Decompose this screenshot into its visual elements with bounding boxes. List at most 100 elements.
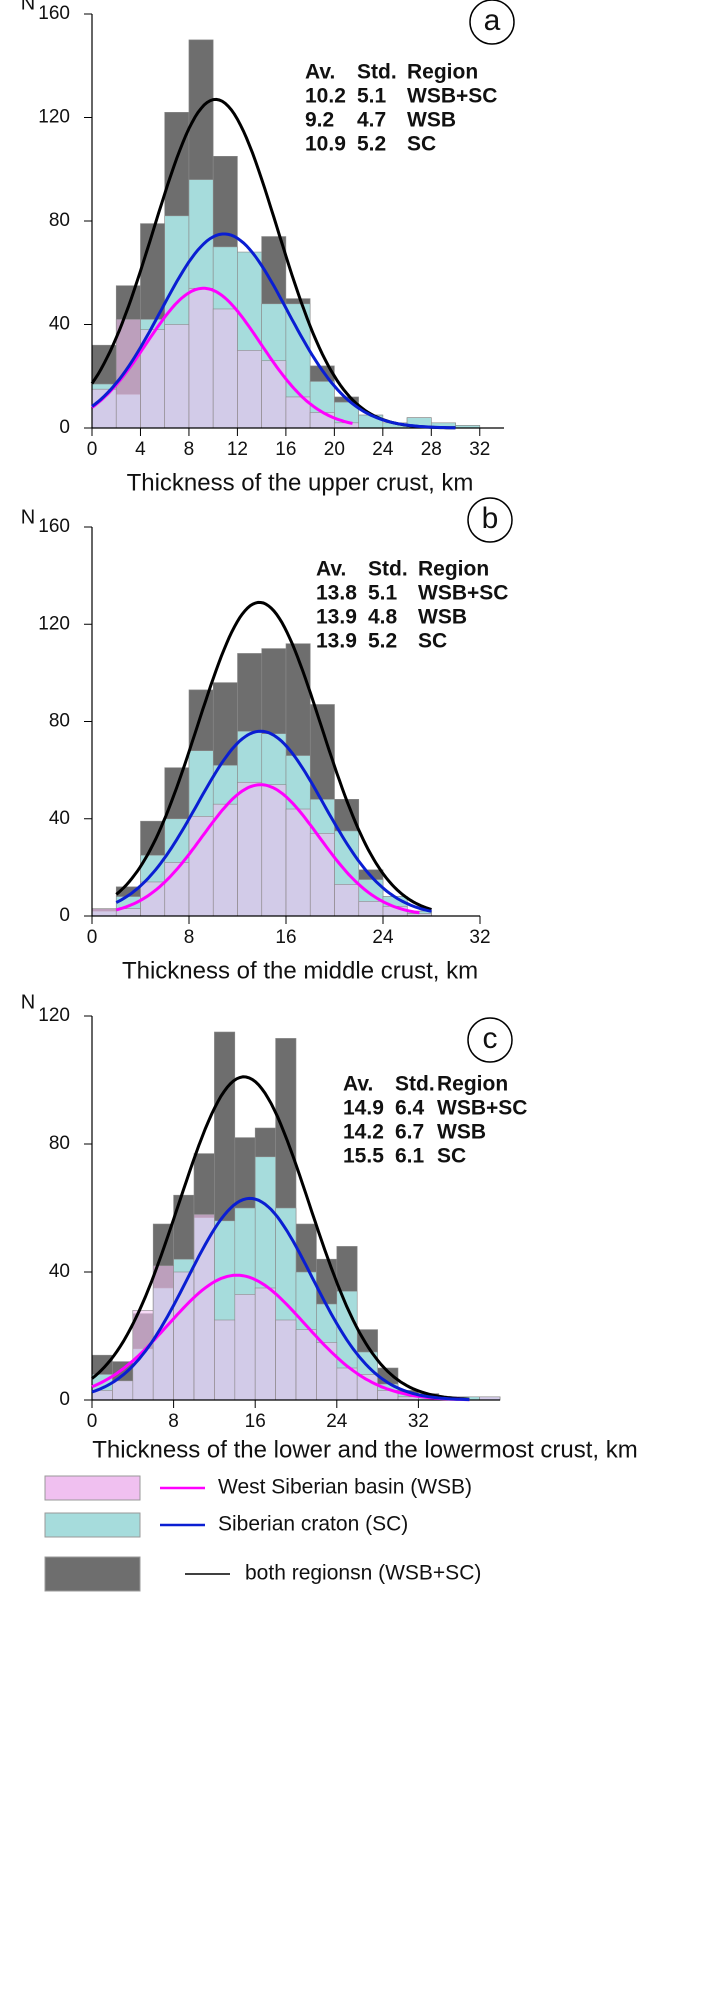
y-axis-label: N — [21, 991, 35, 1013]
stats-header: Region — [407, 61, 478, 84]
panel-circle — [467, 1017, 513, 1063]
x-tick-label: 4 — [135, 439, 146, 460]
stats-cell: 13.9 — [316, 630, 357, 653]
bar — [316, 1342, 338, 1401]
stats-cell: WSB — [418, 606, 467, 629]
y-tick-label: 40 — [49, 808, 70, 829]
stats-header: Region — [418, 558, 489, 581]
bar — [261, 784, 287, 917]
bar — [112, 1380, 134, 1401]
x-tick-label: 32 — [469, 927, 490, 948]
x-tick-label: 24 — [372, 439, 394, 460]
fit-curve — [115, 600, 432, 911]
bar — [334, 422, 359, 429]
stats-header: Av. — [343, 1073, 373, 1096]
fit-curve — [91, 286, 353, 425]
stats-cell: 6.7 — [395, 1121, 424, 1144]
y-tick-label: 0 — [59, 1389, 70, 1410]
stats-cell: WSB+SC — [437, 1097, 527, 1120]
bar — [334, 884, 360, 917]
stats-cell: WSB+SC — [407, 85, 497, 108]
stats-header: Std. — [395, 1073, 435, 1096]
bar — [254, 1287, 276, 1401]
legend-swatch — [44, 1556, 141, 1592]
bar — [261, 360, 287, 429]
stats-cell: 5.1 — [357, 85, 387, 108]
y-tick-label: 80 — [49, 210, 70, 231]
y-tick-label: 120 — [38, 613, 70, 634]
x-axis-label: Thickness of the middle crust, km — [122, 957, 478, 984]
stats-cell: 13.9 — [316, 606, 357, 629]
x-tick-label: 0 — [87, 1411, 98, 1432]
stats-header: Std. — [368, 558, 408, 581]
x-tick-label: 0 — [87, 439, 98, 460]
x-tick-label: 28 — [421, 439, 442, 460]
y-axis-label: N — [21, 506, 35, 528]
legend-label: both regionsn (WSB+SC) — [245, 1562, 481, 1585]
x-tick-label: 8 — [184, 439, 195, 460]
stats-header: Std. — [357, 61, 397, 84]
bar — [234, 1294, 256, 1401]
y-axis-label: N — [21, 0, 35, 14]
y-tick-label: 80 — [49, 711, 70, 732]
x-tick-label: 16 — [275, 927, 296, 948]
stats-cell: 4.8 — [368, 606, 398, 629]
stats-cell: 5.2 — [357, 133, 386, 156]
stats-cell: SC — [418, 630, 447, 653]
bar — [237, 350, 262, 429]
y-tick-label: 80 — [49, 1133, 70, 1154]
bar — [275, 1319, 297, 1401]
stats-cell: 4.7 — [357, 109, 386, 132]
x-tick-label: 12 — [227, 439, 248, 460]
x-tick-label: 24 — [326, 1411, 348, 1432]
bar — [237, 781, 263, 917]
stats-cell: 14.2 — [343, 1121, 384, 1144]
bar — [285, 808, 311, 917]
bar — [212, 308, 238, 429]
bar — [295, 1329, 317, 1401]
x-tick-label: 32 — [408, 1411, 429, 1432]
panel-label: a — [484, 4, 501, 37]
fit-curve — [115, 729, 432, 913]
stats-cell: 15.5 — [343, 1145, 384, 1168]
x-tick-label: 16 — [245, 1411, 266, 1432]
panel-circle — [467, 497, 513, 543]
y-tick-label: 160 — [38, 3, 70, 24]
stats-cell: WSB+SC — [418, 582, 508, 605]
stats-cell: 9.2 — [305, 109, 334, 132]
y-tick-label: 40 — [49, 314, 70, 335]
fit-curve — [91, 232, 456, 430]
y-tick-label: 40 — [49, 1261, 70, 1282]
bar — [214, 1319, 236, 1401]
panel-circle — [469, 0, 515, 45]
x-axis-label: Thickness of the lower and the lowermost… — [92, 1436, 638, 1463]
fit-curve — [91, 1075, 470, 1401]
bar — [188, 287, 214, 429]
x-tick-label: 32 — [469, 439, 490, 460]
x-tick-label: 16 — [275, 439, 296, 460]
y-tick-label: 160 — [38, 516, 70, 537]
legend-swatch — [44, 1475, 141, 1501]
stats-header: Region — [437, 1073, 508, 1096]
bar — [173, 1271, 195, 1401]
bar — [193, 1214, 215, 1401]
y-tick-label: 0 — [59, 417, 70, 438]
bar — [309, 833, 335, 917]
legend-swatch — [44, 1512, 141, 1538]
y-tick-label: 120 — [38, 1005, 70, 1026]
x-tick-label: 24 — [372, 927, 394, 948]
bar — [309, 412, 335, 429]
bar — [91, 908, 117, 917]
bar — [212, 803, 238, 917]
x-axis-label: Thickness of the upper crust, km — [127, 469, 474, 496]
x-tick-label: 8 — [184, 927, 195, 948]
x-tick-label: 0 — [87, 927, 98, 948]
panel-label: c — [483, 1022, 498, 1055]
stats-cell: SC — [437, 1145, 466, 1168]
legend-label: Siberian craton (SC) — [218, 1513, 408, 1536]
stats-cell: 5.2 — [368, 630, 397, 653]
stats-cell: 5.1 — [368, 582, 398, 605]
bar — [164, 324, 190, 429]
stats-cell: 10.9 — [305, 133, 346, 156]
